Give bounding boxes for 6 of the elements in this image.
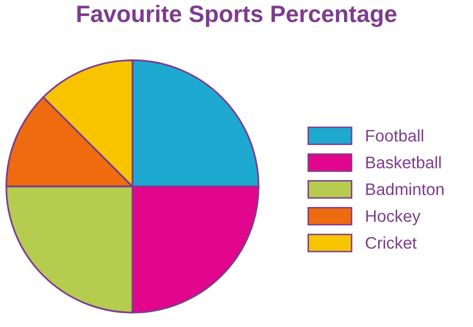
- legend-label: Cricket: [366, 236, 417, 249]
- legend-label: Football: [366, 129, 424, 142]
- chart-title: Favourite Sports Percentage: [77, 4, 396, 28]
- legend-label: Badminton: [366, 182, 444, 196]
- legend-label: Hockey: [366, 210, 420, 226]
- legend-label: Basketball: [366, 156, 441, 168]
